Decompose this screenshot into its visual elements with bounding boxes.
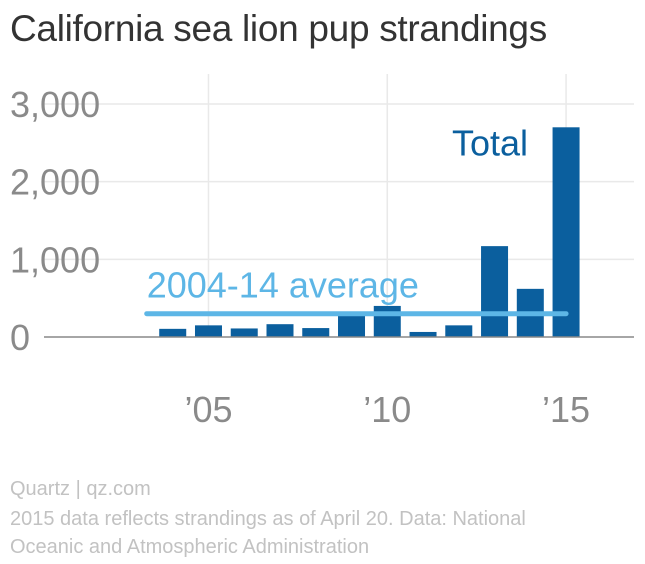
bar-2008 — [302, 328, 330, 337]
total-label: Total — [452, 122, 528, 163]
bar-2011 — [409, 331, 437, 337]
x-tick-label: ’05 — [184, 389, 232, 430]
average-label: 2004-14 average — [147, 265, 419, 306]
y-tick-label: 2,000 — [10, 162, 100, 203]
source-credit: Quartz | qz.com — [10, 478, 151, 500]
y-tick-label: 3,000 — [10, 84, 100, 125]
bar-2015 — [552, 127, 580, 337]
y-tick-label: 1,000 — [10, 239, 100, 280]
bar-2012 — [445, 325, 473, 337]
bar-2007 — [266, 324, 294, 337]
bar-2010 — [373, 305, 401, 337]
bar-2004 — [159, 328, 187, 337]
bar-2006 — [230, 328, 258, 337]
bar-2009 — [338, 315, 366, 337]
tick-labels: 0 1,000 2,000 3,000 ’05 ’10 ’15 — [10, 84, 590, 430]
chart-title: California sea lion pup strandings — [10, 8, 547, 49]
data-note-line-2: Oceanic and Atmospheric Administration — [10, 536, 370, 558]
x-tick-label: ’10 — [363, 389, 411, 430]
data-note-line-1: 2015 data reflects strandings as of Apri… — [10, 508, 526, 530]
bar-2005 — [194, 325, 222, 337]
x-tick-label: ’15 — [542, 389, 590, 430]
bar-2013 — [481, 246, 509, 337]
average-line-group: 2004-14 average Total — [144, 122, 569, 317]
y-tick-label: 0 — [10, 317, 30, 358]
chart-canvas: 2004-14 average Total 0 1,000 2,000 3,000 ’05… — [10, 74, 634, 430]
